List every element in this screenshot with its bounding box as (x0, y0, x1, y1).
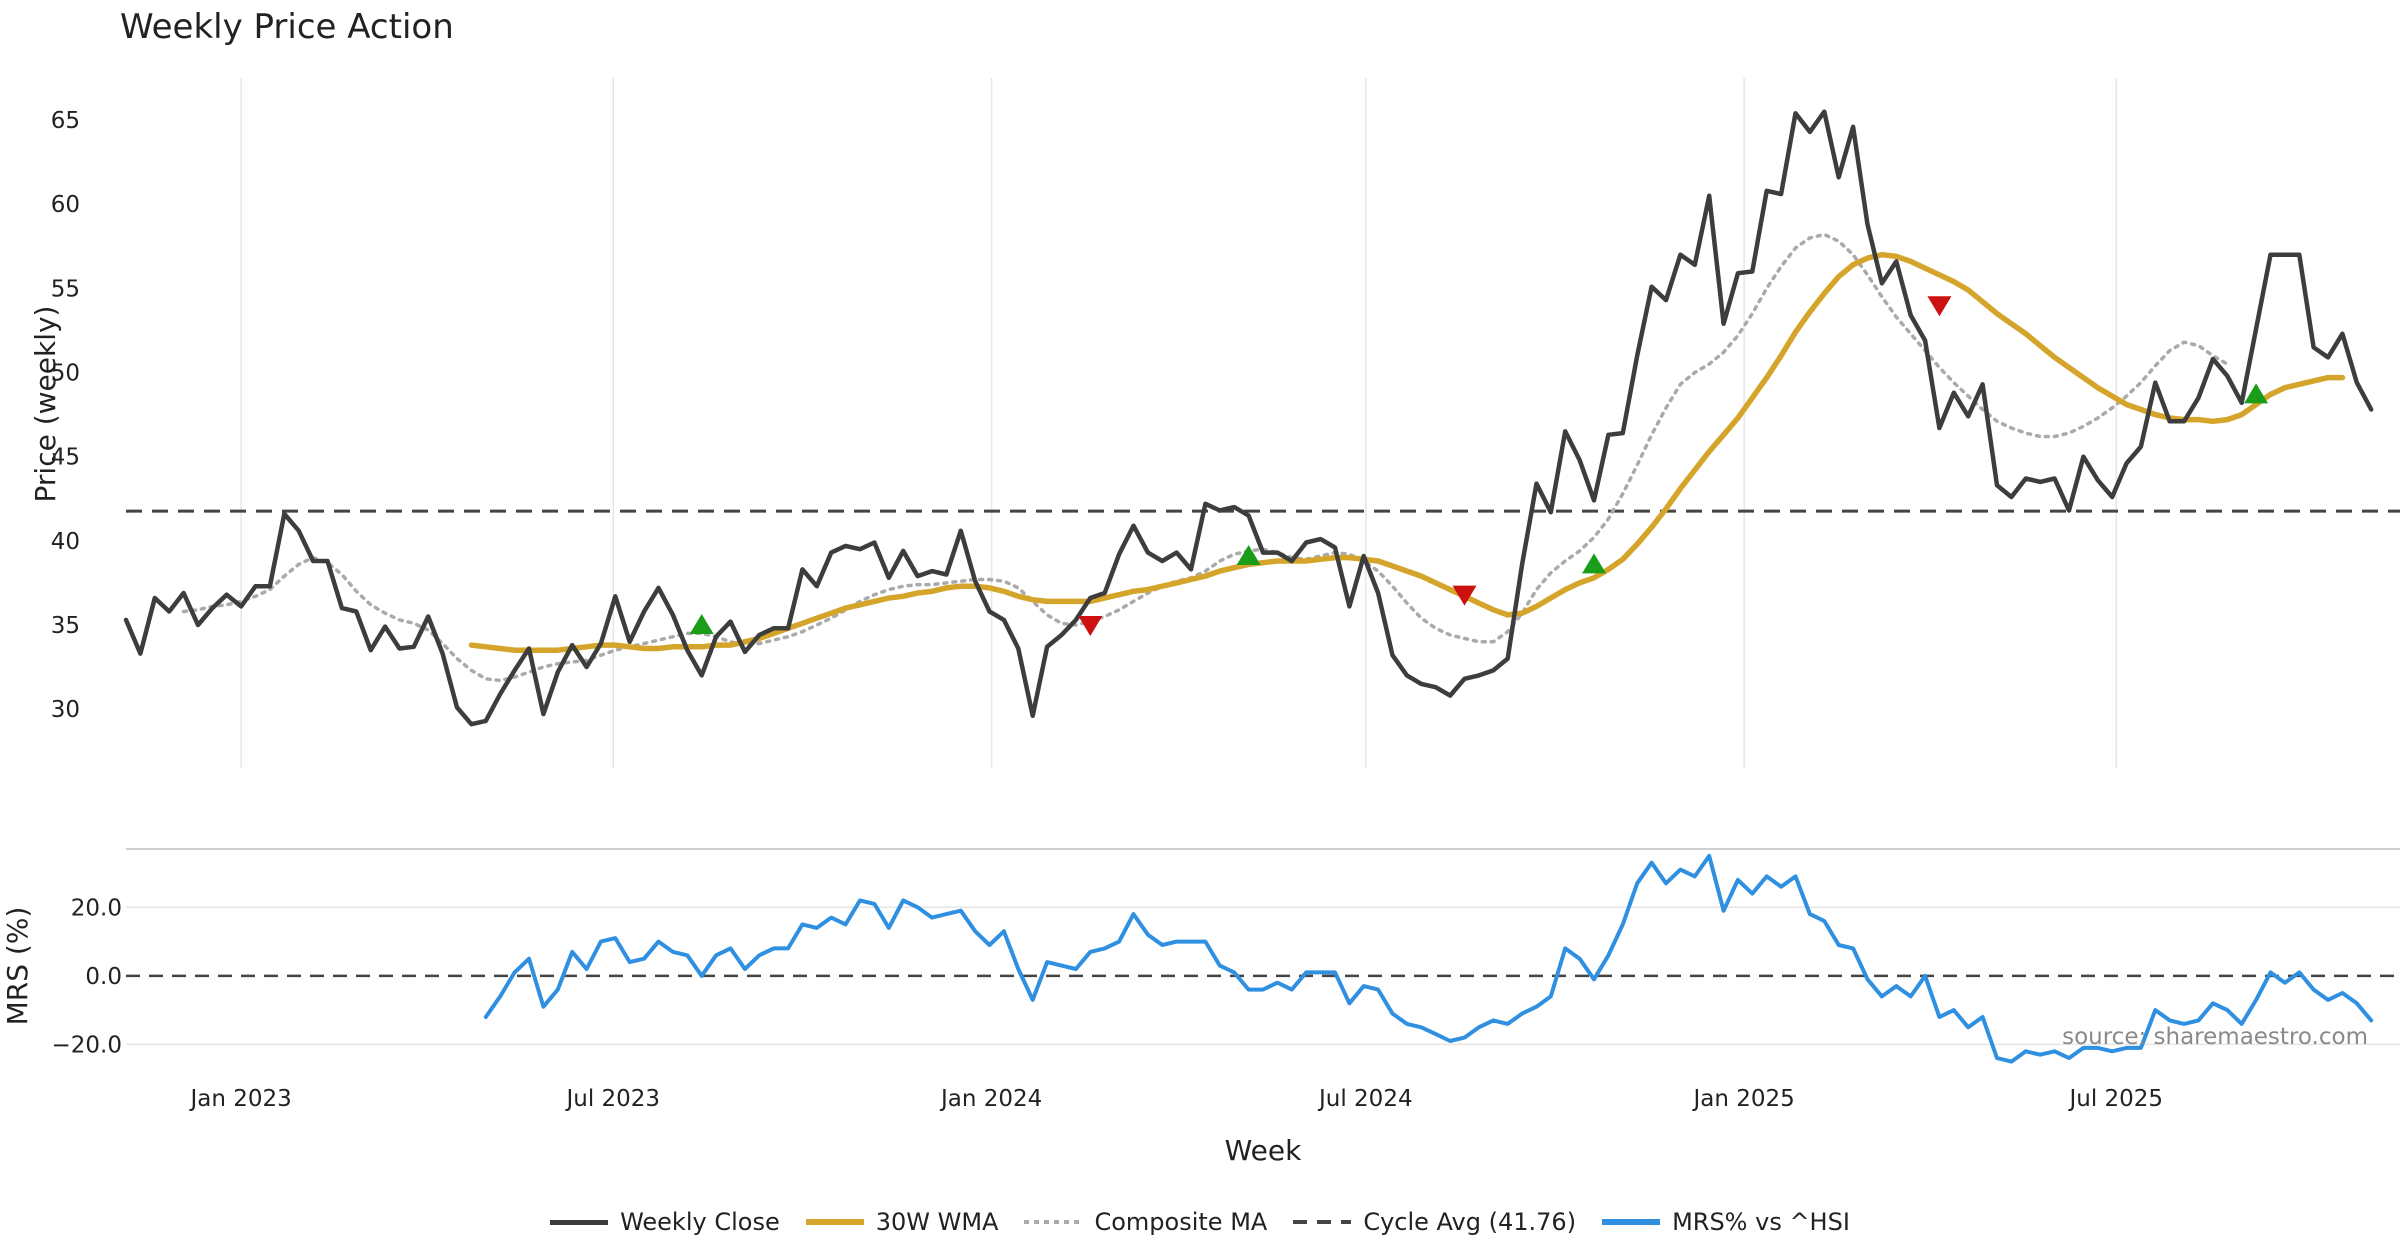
price-y-tick-label: 35 (51, 613, 80, 639)
price-panel-grid (240, 78, 2118, 768)
legend-label-composite-ma: Composite MA (1094, 1208, 1268, 1236)
x-tick-label: Jul 2023 (564, 1086, 660, 1112)
series-composite-ma (181, 232, 2230, 683)
legend-label-mrs: MRS% vs ^HSI (1672, 1208, 1850, 1236)
price-y-tick-label: 60 (51, 192, 80, 218)
legend-swatch-weekly-close (550, 1219, 609, 1225)
mrs-series-lines (483, 853, 2374, 1064)
x-tick-label: Jan 2025 (1691, 1086, 1794, 1112)
price-y-tick-labels: 30 35 40 45 50 55 60 65 (51, 108, 80, 723)
price-y-tick-label: 40 (51, 529, 80, 555)
mrs-y-axis-title: MRS (%) (1, 907, 34, 1026)
legend-item-weekly-close: Weekly Close (550, 1208, 780, 1236)
price-y-tick-label: 45 (51, 445, 80, 471)
mrs-y-tick-label: 0.0 (85, 964, 122, 990)
x-axis-title: Week (1225, 1134, 1302, 1167)
source-note: source: sharemaestro.com (2062, 1024, 2368, 1050)
legend-item-30w-wma: 30W WMA (805, 1208, 999, 1236)
x-tick-label: Jan 2024 (939, 1086, 1042, 1112)
x-tick-label: Jul 2025 (2067, 1086, 2163, 1112)
price-series-lines (123, 109, 2400, 727)
x-tick-label: Jul 2024 (1317, 1086, 1413, 1112)
legend-item-mrs: MRS% vs ^HSI (1602, 1208, 1850, 1236)
legend-swatch-30w-wma (805, 1219, 864, 1225)
series-30w-wma (468, 251, 2346, 653)
legend-label-30w-wma: 30W WMA (875, 1208, 999, 1236)
legend-swatch-mrs (1602, 1219, 1661, 1225)
legend-label-cycle-avg: Cycle Avg (41.76) (1363, 1208, 1577, 1236)
chart-legend: Weekly Close 30W WMA Composite MA Cycle … (0, 1208, 2400, 1236)
buy-signal-marker (689, 613, 714, 634)
mrs-panel-grid (126, 906, 2400, 1046)
price-y-tick-label: 50 (51, 361, 80, 387)
sell-signal-marker (1452, 585, 1477, 606)
sell-signal-marker (1078, 615, 1103, 636)
series-weekly-close (123, 109, 2374, 727)
legend-swatch-composite-ma (1024, 1220, 1083, 1224)
mrs-y-tick-label: −20.0 (52, 1032, 122, 1058)
price-y-tick-label: 30 (51, 697, 80, 723)
chart-title: Weekly Price Action (120, 7, 454, 47)
x-tick-labels: Jan 2023 Jul 2023 Jan 2024 Jul 2024 Jan 2025… (188, 1086, 2163, 1112)
mrs-y-tick-labels: 20.0 0.0 −20.0 (52, 895, 122, 1058)
price-y-axis-title: Price (weekly) (29, 306, 62, 503)
price-y-tick-label: 65 (51, 108, 80, 134)
mrs-y-tick-label: 20.0 (71, 895, 122, 921)
price-y-tick-label: 55 (51, 276, 80, 302)
buy-signal-marker (1236, 544, 1261, 565)
legend-item-composite-ma: Composite MA (1024, 1208, 1267, 1236)
signal-markers (689, 296, 2269, 636)
legend-item-cycle-avg: Cycle Avg (41.76) (1293, 1208, 1576, 1236)
x-tick-label: Jan 2023 (188, 1086, 291, 1112)
buy-signal-marker (2244, 383, 2269, 404)
series-mrs-vs-hsi (483, 853, 2374, 1064)
sell-signal-marker (1927, 296, 1952, 317)
legend-swatch-cycle-avg (1293, 1220, 1352, 1224)
legend-label-weekly-close: Weekly Close (620, 1208, 780, 1236)
buy-signal-marker (1582, 553, 1607, 574)
